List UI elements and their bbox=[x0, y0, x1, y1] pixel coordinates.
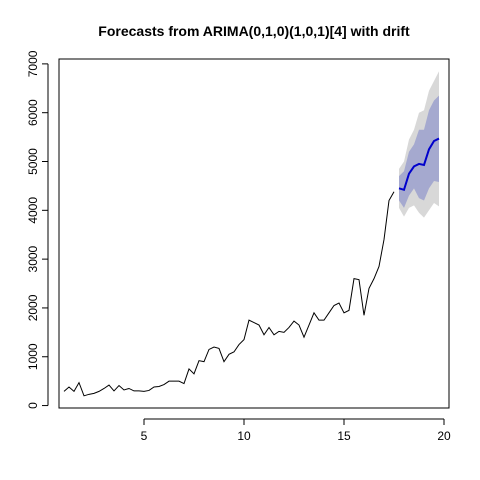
series-lines bbox=[63, 137, 440, 397]
chart-title: Forecasts from ARIMA(0,1,0)(1,0,1)[4] wi… bbox=[98, 23, 410, 39]
prediction-band-80 bbox=[399, 95, 439, 208]
y-tick-label: 0 bbox=[26, 402, 40, 409]
y-tick-label: 5000 bbox=[26, 148, 40, 175]
plot-area-border bbox=[58, 58, 450, 409]
y-tick-label: 4000 bbox=[26, 197, 40, 224]
y-tick-label: 3000 bbox=[26, 245, 40, 272]
y-tick-label: 6000 bbox=[26, 99, 40, 126]
x-tick-label: 10 bbox=[237, 429, 251, 443]
y-tick-label: 7000 bbox=[26, 50, 40, 77]
prediction-bands bbox=[399, 71, 439, 218]
y-axis: 0 1000 2000 3000 4000 5000 6000 7000 bbox=[26, 50, 49, 409]
x-axis: 5 10 15 20 bbox=[141, 418, 451, 443]
history-line bbox=[63, 191, 395, 397]
x-tick-label: 15 bbox=[337, 429, 351, 443]
x-tick-label: 20 bbox=[437, 429, 451, 443]
y-tick-label: 1000 bbox=[26, 343, 40, 370]
x-tick-label: 5 bbox=[141, 429, 148, 443]
forecast-mean-line bbox=[398, 137, 440, 192]
y-tick-label: 2000 bbox=[26, 294, 40, 321]
